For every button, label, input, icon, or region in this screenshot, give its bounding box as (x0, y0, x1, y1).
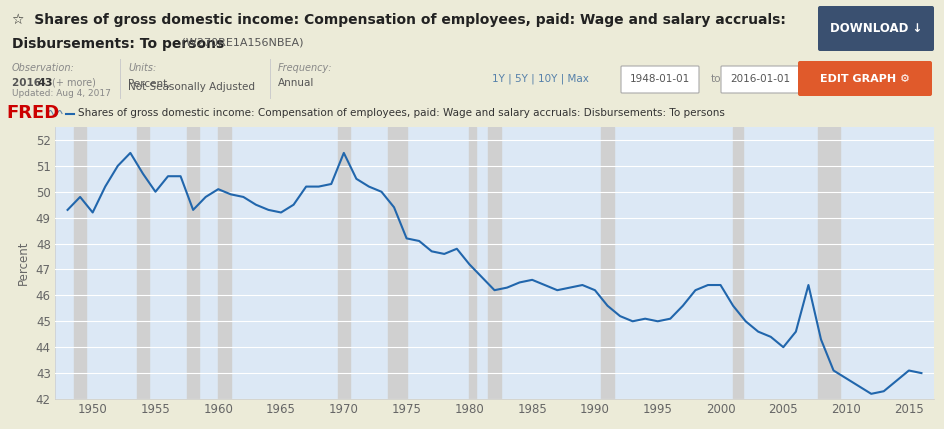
Text: Units:: Units: (128, 63, 157, 73)
Bar (733, 127, 743, 399)
Bar (818, 127, 840, 399)
Text: (W270RE1A156NBEA): (W270RE1A156NBEA) (178, 37, 304, 47)
Text: DOWNLOAD ↓: DOWNLOAD ↓ (830, 22, 922, 35)
Bar (218, 127, 230, 399)
Text: to: to (711, 73, 721, 84)
Text: Not Seasonally Adjusted: Not Seasonally Adjusted (128, 82, 255, 92)
Text: Shares of gross domestic income: Compensation of employees, paid: Wage and salar: Shares of gross domestic income: Compens… (78, 109, 725, 118)
FancyBboxPatch shape (798, 61, 932, 96)
Text: 2016-01-01: 2016-01-01 (730, 73, 790, 84)
Text: Frequency:: Frequency: (278, 63, 332, 73)
Text: EDIT GRAPH ⚙: EDIT GRAPH ⚙ (820, 73, 910, 84)
Text: Annual: Annual (278, 79, 314, 88)
Text: Disbursements: To persons: Disbursements: To persons (12, 37, 225, 51)
Text: 1Y | 5Y | 10Y | Max: 1Y | 5Y | 10Y | Max (492, 73, 588, 84)
Bar (601, 127, 614, 399)
Bar (137, 127, 149, 399)
FancyBboxPatch shape (721, 66, 799, 93)
Bar (469, 127, 476, 399)
Bar (488, 127, 500, 399)
Y-axis label: Percent: Percent (17, 241, 30, 285)
Bar (388, 127, 407, 399)
Bar (338, 127, 350, 399)
Bar (74, 127, 87, 399)
FancyBboxPatch shape (621, 66, 699, 93)
Text: Updated: Aug 4, 2017: Updated: Aug 4, 2017 (12, 89, 110, 98)
Text: 1948-01-01: 1948-01-01 (630, 73, 690, 84)
Text: FRED: FRED (6, 105, 59, 123)
Text: Percent,: Percent, (128, 79, 171, 88)
Bar (187, 127, 199, 399)
Text: Observation:: Observation: (12, 63, 75, 73)
Text: 43: 43 (38, 78, 54, 88)
FancyBboxPatch shape (818, 6, 934, 51)
Text: (+ more): (+ more) (52, 78, 96, 88)
Text: 2016:: 2016: (12, 78, 52, 88)
Text: ☆  Shares of gross domestic income: Compensation of employees, paid: Wage and sa: ☆ Shares of gross domestic income: Compe… (12, 12, 785, 27)
